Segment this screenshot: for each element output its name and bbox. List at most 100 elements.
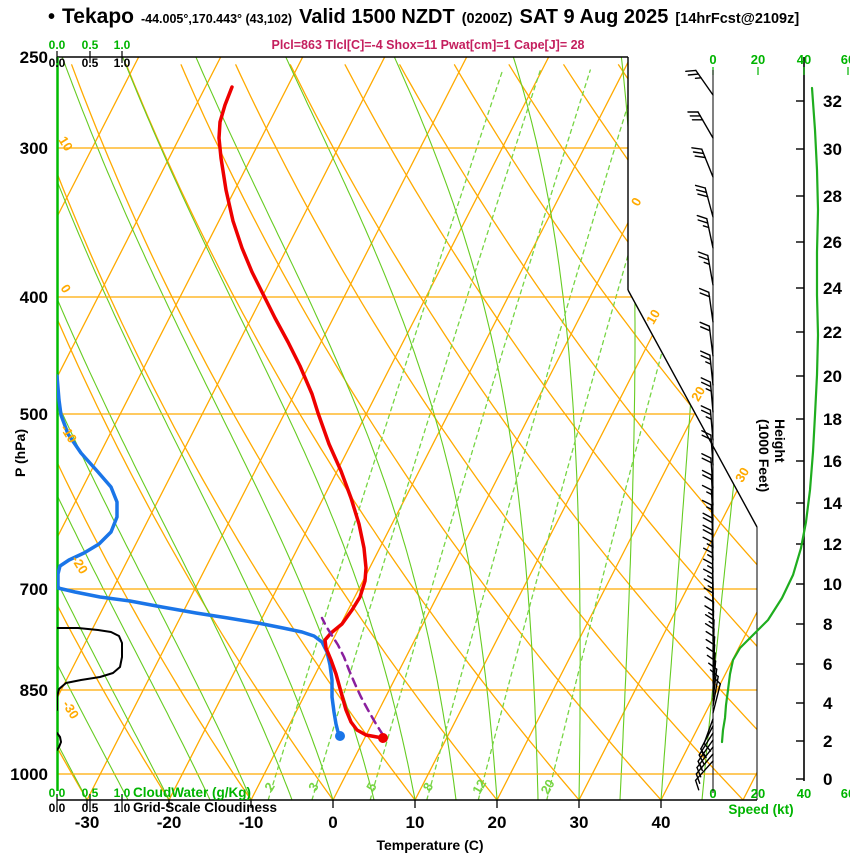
svg-text:0: 0 <box>709 786 716 801</box>
svg-text:1.0: 1.0 <box>114 801 131 815</box>
height-axis-title: Height (1000 Feet) <box>756 419 788 493</box>
svg-text:40: 40 <box>797 786 811 801</box>
svg-text:16: 16 <box>823 452 842 471</box>
isobar-lines <box>57 147 757 775</box>
svg-text:30: 30 <box>570 813 589 832</box>
svg-text:28: 28 <box>823 187 842 206</box>
svg-text:0.0: 0.0 <box>49 801 66 815</box>
temperature-axis-title: Temperature (C) <box>376 837 484 853</box>
svg-text:14: 14 <box>823 494 842 513</box>
windspeed-curve <box>720 86 820 744</box>
svg-text:20: 20 <box>688 384 708 404</box>
svg-text:1000: 1000 <box>10 765 48 784</box>
parcel-curve <box>320 616 385 737</box>
pressure-axis-labels: 250 300 400 500 700 850 1000 <box>10 48 48 784</box>
svg-text:0.0: 0.0 <box>49 38 66 52</box>
svg-text:-30: -30 <box>75 813 100 832</box>
svg-text:60: 60 <box>841 52 850 67</box>
wind-barbs <box>685 69 721 793</box>
svg-text:0: 0 <box>58 282 75 296</box>
station-coords: -44.005°,170.443° (43,102) <box>140 12 293 26</box>
cloudiness-axis-title: Grid-Scale Cloudiness <box>133 800 278 815</box>
svg-text:20: 20 <box>751 786 765 801</box>
svg-text:5: 5 <box>363 780 380 794</box>
svg-text:8: 8 <box>420 780 437 794</box>
cloudwater-axis-title: CloudWater (g/Kg) <box>133 785 251 800</box>
svg-text:0.5: 0.5 <box>82 38 99 52</box>
svg-text:-20: -20 <box>68 553 91 577</box>
speed-axis-labels: 0 0 20 20 40 40 60 60 <box>709 52 850 801</box>
svg-text:20: 20 <box>488 813 507 832</box>
valid-date: SAT 9 Aug 2025 <box>519 6 669 28</box>
svg-text:400: 400 <box>20 288 48 307</box>
cloudiness-bump <box>57 732 62 751</box>
svg-text:0.0: 0.0 <box>49 56 66 70</box>
grid-moist-adiabats <box>57 57 757 800</box>
svg-text:22: 22 <box>823 323 842 342</box>
svg-text:4: 4 <box>823 694 833 713</box>
svg-text:-10: -10 <box>57 422 80 446</box>
svg-text:1.0: 1.0 <box>114 38 131 52</box>
svg-text:6: 6 <box>823 655 832 674</box>
svg-text:20: 20 <box>537 777 557 797</box>
svg-text:10: 10 <box>56 134 76 154</box>
domain-boundary <box>57 56 758 801</box>
svg-text:-30: -30 <box>59 698 82 722</box>
svg-text:0: 0 <box>628 195 645 209</box>
grid-line-labels: 10 0 -10 -20 -30 0 10 20 30 2 3 5 8 12 20 <box>56 134 753 797</box>
svg-text:20: 20 <box>751 52 765 67</box>
forecast-hour: [14hrFcst@2109z] <box>675 11 800 27</box>
svg-text:250: 250 <box>20 48 48 67</box>
svg-text:12: 12 <box>823 535 842 554</box>
svg-text:12: 12 <box>469 777 489 797</box>
temperature-axis-labels: -30 -20 -10 0 10 20 30 40 <box>75 800 671 832</box>
chart-title: • Tekapo -44.005°,170.443° (43,102) Vali… <box>48 5 850 29</box>
pressure-axis-title: P (hPa) <box>12 429 28 477</box>
svg-text:20: 20 <box>823 367 842 386</box>
surface-temp-dot <box>378 733 388 743</box>
svg-text:10: 10 <box>406 813 425 832</box>
sounding-indices-line: Plcl=863 Tlcl[C]=-4 Shox=11 Pwat[cm]=1 C… <box>271 38 585 52</box>
svg-text:30: 30 <box>732 465 752 485</box>
svg-text:10: 10 <box>643 307 663 327</box>
grid-mixing-ratio-lines <box>267 69 742 800</box>
svg-text:500: 500 <box>20 405 48 424</box>
station-name: Tekapo <box>62 5 134 28</box>
valid-zulu: (0200Z) <box>461 11 513 27</box>
svg-text:32: 32 <box>823 92 842 111</box>
svg-text:18: 18 <box>823 410 842 429</box>
svg-text:300: 300 <box>20 139 48 158</box>
speed-axis-title: Speed (kt) <box>728 802 794 817</box>
surface-dewpoint-dot <box>335 731 345 741</box>
svg-text:-10: -10 <box>239 813 264 832</box>
svg-text:1.0: 1.0 <box>114 786 131 800</box>
svg-text:8: 8 <box>823 615 832 634</box>
svg-text:0.5: 0.5 <box>82 801 99 815</box>
svg-text:2: 2 <box>823 732 832 751</box>
valid-time: Valid 1500 NZDT <box>299 6 455 28</box>
temperature-curve <box>217 85 385 740</box>
svg-text:0: 0 <box>823 770 832 789</box>
title-bullet: • <box>48 6 56 28</box>
svg-text:40: 40 <box>652 813 671 832</box>
svg-text:60: 60 <box>841 786 850 801</box>
svg-text:1.0: 1.0 <box>114 56 131 70</box>
cloud-scale-labels: 0.00.00.00.00.50.50.50.51.01.01.01.0 <box>49 38 131 815</box>
svg-text:850: 850 <box>20 681 48 700</box>
svg-text:30: 30 <box>823 140 842 159</box>
dewpoint-curve <box>57 374 342 738</box>
svg-text:26: 26 <box>823 233 842 252</box>
svg-text:24: 24 <box>823 279 842 298</box>
grid <box>57 57 757 800</box>
svg-text:2: 2 <box>261 780 278 794</box>
cloudiness-curve <box>57 627 123 711</box>
svg-text:3: 3 <box>305 780 322 794</box>
svg-text:40: 40 <box>797 52 811 67</box>
svg-text:0.5: 0.5 <box>82 56 99 70</box>
svg-text:10: 10 <box>823 575 842 594</box>
svg-text:0.5: 0.5 <box>82 786 99 800</box>
svg-text:700: 700 <box>20 580 48 599</box>
